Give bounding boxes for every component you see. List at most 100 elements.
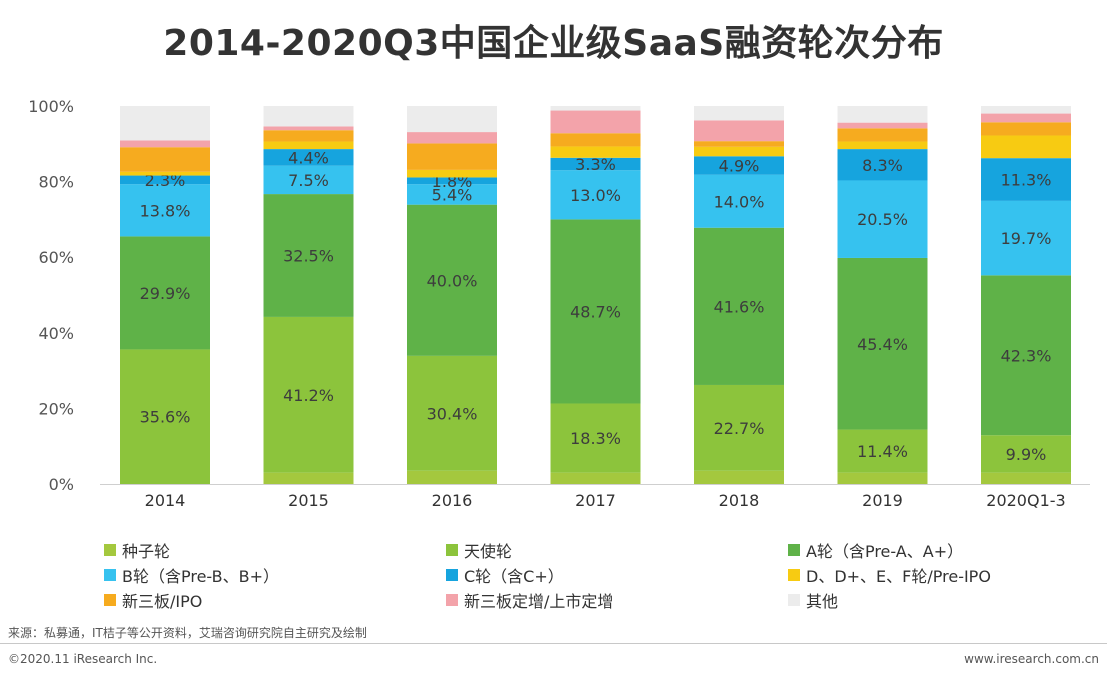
bar-segment <box>837 429 928 473</box>
bar-segment <box>120 236 210 350</box>
data-label: 13.0% <box>570 186 621 205</box>
bar-segment <box>263 165 354 195</box>
bar-segment <box>407 106 497 133</box>
x-tick-label: 2019 <box>862 491 903 510</box>
bar-segment <box>694 106 784 121</box>
bar-segment <box>263 472 354 484</box>
data-label: 41.2% <box>283 386 334 405</box>
bar-segment <box>981 106 1071 114</box>
bar-segment <box>694 470 784 484</box>
legend-label: 新三板定增/上市定增 <box>464 592 614 611</box>
x-tick-label: 2018 <box>719 491 760 510</box>
data-label: 2.3% <box>145 171 186 190</box>
bar-segment <box>550 106 641 111</box>
data-label: 5.4% <box>432 185 473 204</box>
data-label: 35.6% <box>140 408 191 427</box>
bar-segment <box>694 174 784 228</box>
data-label: 13.8% <box>140 201 191 220</box>
bar-segment <box>550 146 641 158</box>
bar-segment <box>407 204 497 356</box>
legend-swatch <box>104 544 116 556</box>
bar-segment <box>550 472 641 484</box>
legend-item: 天使轮 <box>446 538 512 562</box>
legend-swatch <box>446 569 458 581</box>
bar-segment <box>837 106 928 123</box>
bar-segment <box>981 158 1071 201</box>
bar-segment <box>981 113 1071 123</box>
bar-segment <box>263 141 354 150</box>
bar-segment <box>981 200 1071 276</box>
data-label: 9.9% <box>1006 445 1047 464</box>
bar-segment <box>837 257 928 430</box>
data-label: 7.5% <box>288 171 329 190</box>
data-label: 14.0% <box>714 192 765 211</box>
bar-segment <box>837 141 928 150</box>
data-label: 11.4% <box>857 442 908 461</box>
legend-item: A轮（含Pre-A、A+） <box>788 538 963 562</box>
bar-segment <box>120 175 210 185</box>
bar-segment <box>407 470 497 484</box>
legend-swatch <box>788 569 800 581</box>
bar-segment <box>694 156 784 175</box>
data-label: 41.6% <box>714 297 765 316</box>
bar-segment <box>837 122 928 129</box>
bar-segment <box>550 110 641 134</box>
bar-segment <box>550 170 641 220</box>
legend-item: 新三板定增/上市定增 <box>446 588 613 612</box>
legend-swatch <box>788 594 800 606</box>
bar-segment <box>694 384 784 471</box>
legend-label: 新三板/IPO <box>122 592 203 611</box>
bar-segment <box>263 130 354 142</box>
chart-title: 2014-2020Q3中国企业级SaaS融资轮次分布 <box>163 23 944 64</box>
data-label: 40.0% <box>427 271 478 290</box>
bar-segment <box>263 106 354 127</box>
source-note: 来源：私募通，IT桔子等公开资料，艾瑞咨询研究院自主研究及绘制 <box>8 626 367 640</box>
x-tick-label: 2014 <box>145 491 186 510</box>
bar-segment <box>407 177 497 185</box>
legend-item: 种子轮 <box>104 538 170 562</box>
bar-segment <box>550 133 641 147</box>
y-tick-label: 0% <box>49 475 74 494</box>
bar-segment <box>263 149 354 166</box>
bar-segment <box>120 349 210 484</box>
data-label: 18.3% <box>570 429 621 448</box>
bar-segment <box>120 106 210 141</box>
bar-segment <box>120 147 210 172</box>
bar-segment <box>550 403 641 473</box>
bar-segment <box>120 184 210 237</box>
legend-item: 新三板/IPO <box>104 588 202 612</box>
bar-segment <box>407 143 497 170</box>
legend-label: 其他 <box>806 592 839 611</box>
legend-label: D、D+、E、F轮/Pre-IPO <box>806 567 991 586</box>
legend-swatch <box>446 594 458 606</box>
x-tick-label: 2015 <box>288 491 329 510</box>
bar-segment <box>550 219 641 404</box>
y-tick-label: 20% <box>38 399 74 418</box>
data-label: 45.4% <box>857 335 908 354</box>
legend-label: A轮（含Pre-A、A+） <box>806 542 964 561</box>
copyright-text: ©2020.11 iResearch Inc. <box>8 652 158 666</box>
bar-segment <box>981 435 1071 473</box>
data-label: 11.3% <box>1001 171 1052 190</box>
bar-segment <box>837 472 928 484</box>
data-label: 32.5% <box>283 246 334 265</box>
bar-segment <box>407 169 497 178</box>
bar-segment <box>694 120 784 142</box>
bar-segment <box>837 149 928 181</box>
data-label: 19.7% <box>1001 229 1052 248</box>
footer-divider <box>0 643 1107 644</box>
data-label: 4.9% <box>719 157 760 176</box>
legend-swatch <box>446 544 458 556</box>
x-tick-label: 2017 <box>575 491 616 510</box>
y-tick-label: 60% <box>38 248 74 267</box>
legend-label: 种子轮 <box>122 542 171 561</box>
legend-item: C轮（含C+） <box>446 563 564 587</box>
legend-swatch <box>104 569 116 581</box>
bar-segment <box>550 157 641 171</box>
data-label: 20.5% <box>857 210 908 229</box>
data-label: 30.4% <box>427 404 478 423</box>
data-label: 22.7% <box>714 419 765 438</box>
bar-segment <box>694 146 784 157</box>
bar-segment <box>981 122 1071 136</box>
data-label: 8.3% <box>862 156 903 175</box>
